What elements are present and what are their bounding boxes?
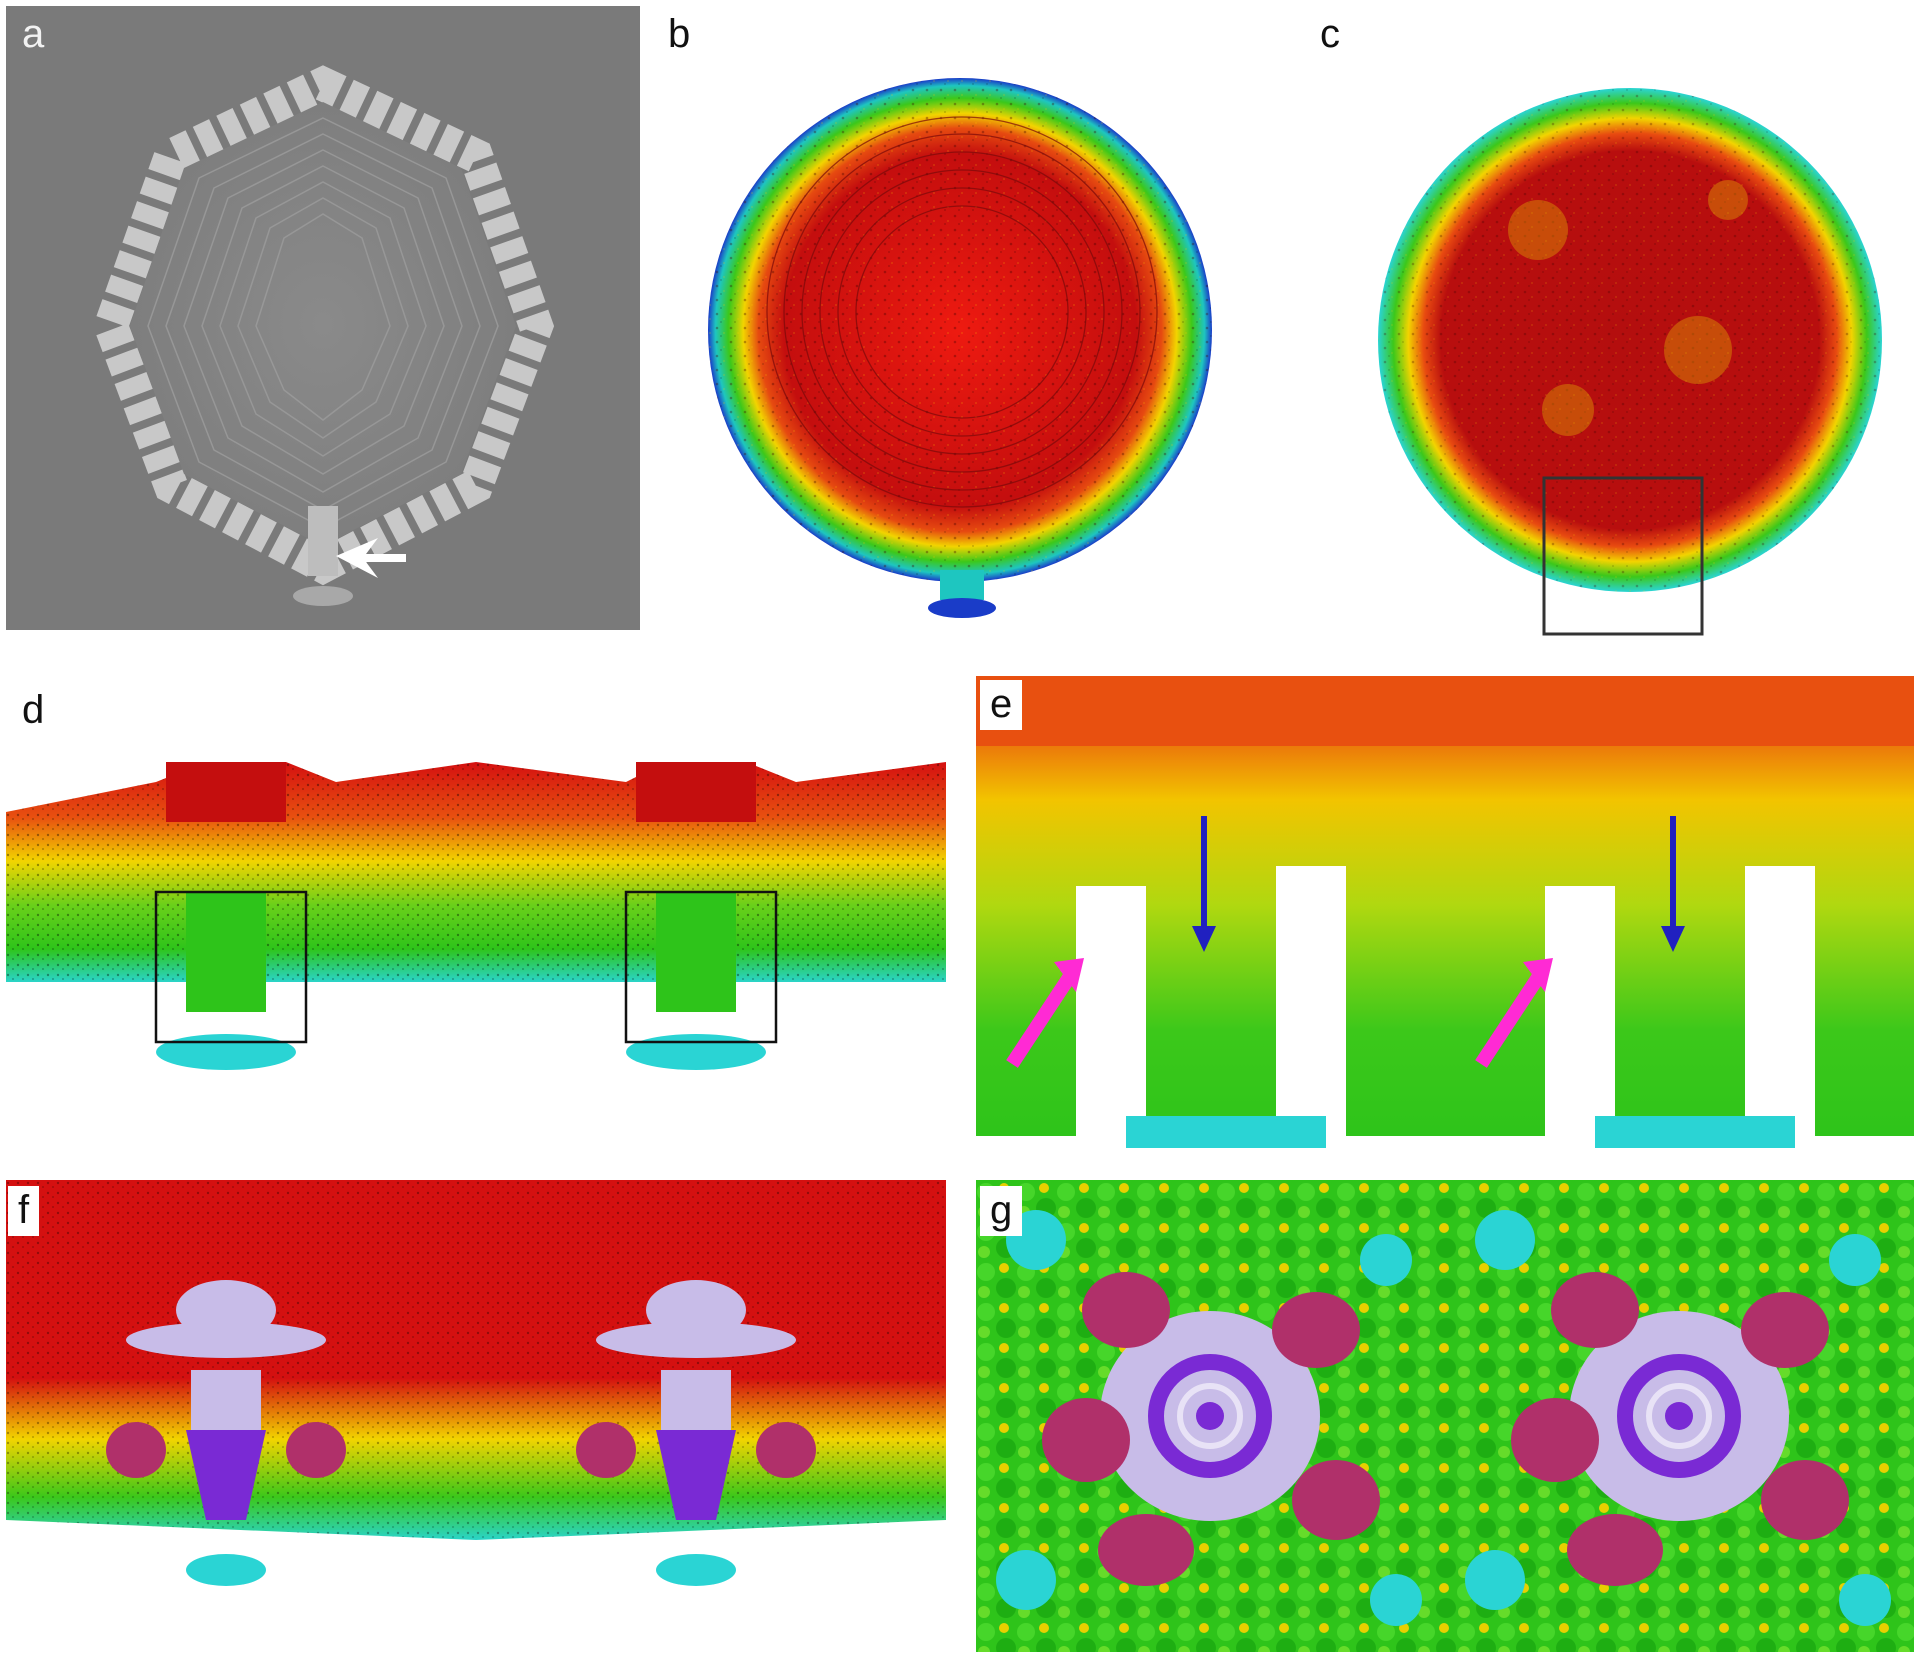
- panel-g-right-view: [1445, 1180, 1914, 1652]
- panel-f-label: f: [8, 1186, 40, 1236]
- panel-f-left-view: [6, 1180, 476, 1586]
- panel-g-label: g: [980, 1186, 1023, 1236]
- panel-b-label: b: [668, 12, 691, 56]
- panel-f: [6, 1180, 946, 1620]
- panel-b-tail: [928, 570, 996, 618]
- panel-e-left-view: [976, 676, 1445, 1148]
- panel-g-left-view: [976, 1180, 1445, 1652]
- panel-d: [6, 762, 946, 1092]
- panel-d-left-view: [6, 762, 476, 1070]
- panel-d-right-view: [476, 762, 946, 1070]
- panel-c-inset-box: [1542, 476, 1704, 636]
- panel-d-label: d: [22, 688, 45, 732]
- panel-e-label: e: [980, 680, 1023, 730]
- panel-a-white-arrow: [336, 538, 406, 578]
- panel-a: [6, 6, 640, 630]
- panel-c: [1368, 50, 1888, 640]
- panel-b-capsid: [708, 78, 1212, 582]
- panel-c-label: c: [1320, 12, 1340, 56]
- panel-f-right-view: [476, 1180, 946, 1586]
- panel-b: [700, 30, 1230, 630]
- panel-a-portal-tail: [293, 506, 353, 606]
- panel-e-right-view: [1445, 676, 1914, 1148]
- panel-a-label: a: [22, 12, 45, 56]
- panel-c-capsid: [1378, 88, 1882, 592]
- panel-g: [976, 1180, 1914, 1652]
- panel-e: [976, 676, 1914, 1148]
